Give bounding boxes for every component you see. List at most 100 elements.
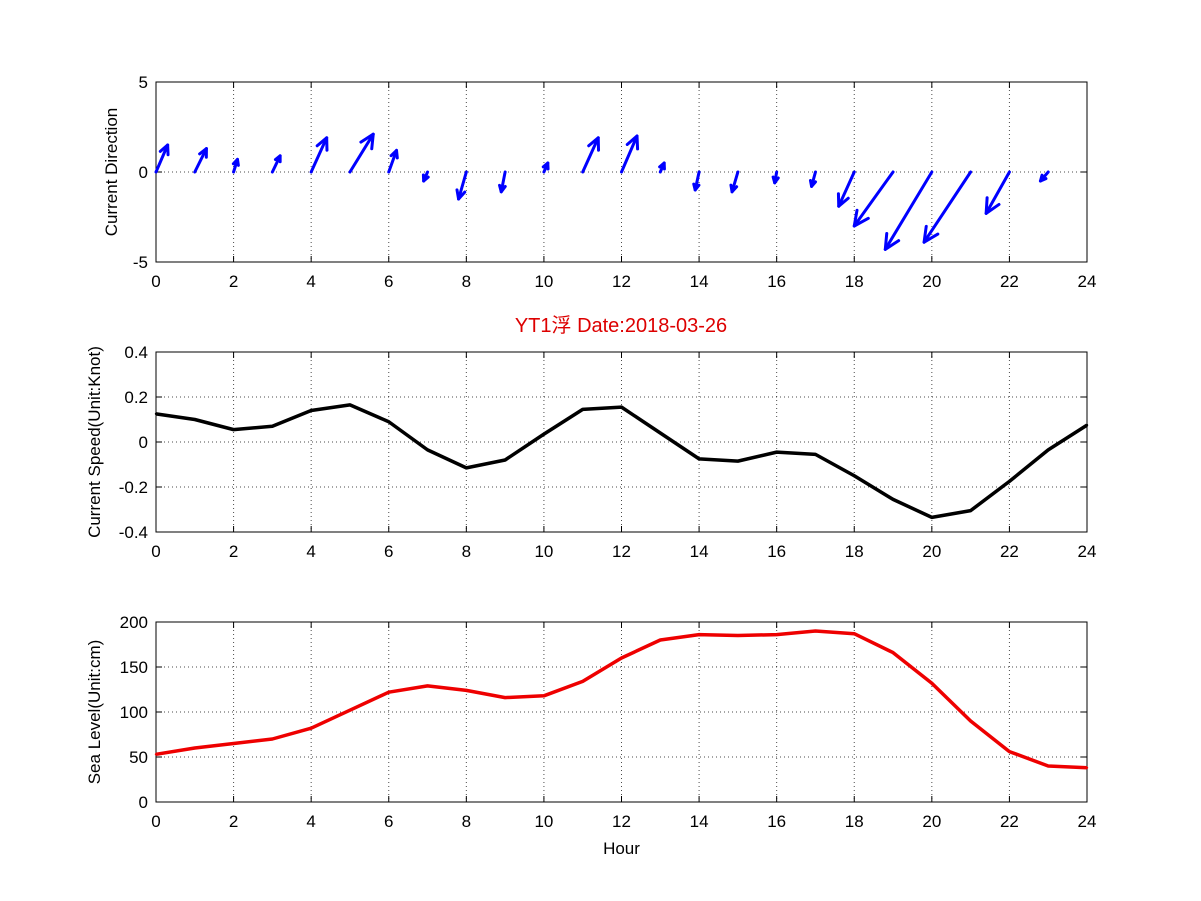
x-tick-label: 16	[767, 812, 786, 831]
data-point	[697, 633, 701, 636]
x-tick-label: 6	[384, 272, 393, 291]
x-tick-label: 4	[306, 542, 315, 561]
data-point	[697, 457, 701, 461]
data-point	[1008, 750, 1011, 753]
arrow-head	[625, 134, 640, 151]
x-tick-label: 18	[845, 812, 864, 831]
x-tick-label: 0	[151, 812, 160, 831]
arrow-shaft	[154, 143, 170, 174]
data-point	[930, 516, 934, 519]
x-tick-label: 20	[922, 272, 941, 291]
arrow-head	[315, 136, 329, 152]
y-tick-label: 0.2	[124, 388, 148, 407]
y-tick-label: 50	[129, 748, 148, 767]
y-tick-label: 5	[139, 73, 148, 92]
arrow-head	[587, 136, 601, 152]
current-arrow	[348, 132, 375, 174]
current-arrow	[984, 170, 1011, 215]
x-tick-label: 14	[690, 812, 709, 831]
arrow-head	[455, 188, 467, 201]
x-tick-label: 18	[845, 272, 864, 291]
data-point	[271, 737, 274, 741]
chart-title: YT1浮 Date:2018-03-26	[515, 314, 727, 337]
x-tick-label: 2	[229, 542, 238, 561]
current-arrow	[154, 143, 170, 174]
x-tick-label: 0	[151, 272, 160, 291]
sea-level-line	[155, 629, 1088, 770]
data-point	[620, 656, 623, 660]
data-point	[154, 753, 158, 756]
y-tick-label: -0.2	[119, 478, 148, 497]
arrow-head	[692, 182, 701, 192]
arrow-shaft	[922, 170, 973, 244]
x-tick-label: 0	[151, 542, 160, 561]
x-tick-label: 8	[462, 812, 471, 831]
current-arrow	[309, 136, 329, 174]
data-point	[620, 405, 623, 409]
arrow-shaft	[837, 170, 856, 208]
current-arrow	[692, 170, 701, 192]
x-tick-label: 8	[462, 272, 471, 291]
x-tick-label: 24	[1078, 812, 1097, 831]
x-tick-label: 8	[462, 542, 471, 561]
current-arrow	[387, 148, 399, 174]
current-arrow	[421, 170, 430, 183]
current-arrow	[270, 154, 282, 174]
x-tick-label: 10	[534, 272, 553, 291]
x-axis-label: Hour	[603, 839, 640, 858]
data-point	[891, 498, 895, 501]
data-point	[930, 682, 934, 685]
y-tick-label: 0.4	[124, 343, 148, 362]
arrow-head	[658, 161, 666, 171]
current-arrow	[541, 161, 550, 174]
arrow-shaft	[620, 134, 639, 174]
data-point	[853, 474, 856, 477]
data-point	[309, 727, 313, 730]
data-point	[348, 709, 352, 712]
arrow-head	[273, 154, 282, 164]
arrow-head	[198, 147, 208, 159]
data-point	[1047, 448, 1050, 452]
arrow-shaft	[348, 132, 375, 174]
data-point	[232, 428, 235, 431]
arrow-head	[1038, 173, 1048, 183]
data-point	[581, 408, 584, 411]
y-tick-label: -5	[133, 253, 148, 272]
data-point	[1008, 480, 1011, 483]
y-axis-label: Sea Level(Unit:cm)	[85, 640, 104, 785]
data-point	[775, 633, 778, 636]
data-point	[193, 418, 196, 421]
arrow-head	[922, 224, 940, 244]
data-point	[271, 425, 274, 428]
data-point	[387, 420, 390, 423]
x-tick-label: 12	[612, 272, 631, 291]
current-arrow	[581, 136, 601, 174]
x-tick-label: 24	[1078, 272, 1097, 291]
arrow-shaft	[309, 136, 329, 174]
data-point	[814, 629, 817, 633]
arrow-head	[231, 157, 240, 167]
arrow-shaft	[984, 170, 1011, 215]
x-tick-label: 24	[1078, 542, 1097, 561]
x-tick-label: 14	[690, 542, 709, 561]
data-point	[348, 403, 352, 407]
arrow-head	[498, 183, 507, 194]
data-point	[309, 409, 313, 412]
data-point	[853, 632, 856, 635]
x-tick-label: 6	[384, 812, 393, 831]
arrow-shaft	[387, 148, 399, 174]
current-arrow	[729, 170, 740, 194]
current-arrow	[883, 170, 934, 251]
data-point	[1085, 766, 1089, 769]
x-tick-label: 16	[767, 542, 786, 561]
data-point	[426, 684, 429, 688]
data-point	[232, 742, 235, 745]
arrow-shaft	[852, 170, 895, 228]
arrow-head	[808, 179, 818, 188]
x-tick-label: 12	[612, 542, 631, 561]
x-tick-label: 2	[229, 272, 238, 291]
data-point	[542, 432, 546, 436]
y-tick-label: 100	[120, 703, 148, 722]
